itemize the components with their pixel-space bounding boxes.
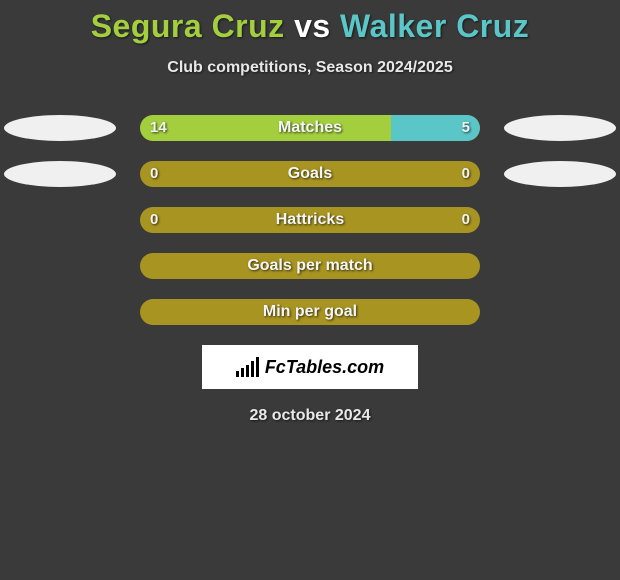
stat-row: Min per goal: [0, 299, 620, 325]
stat-bar-left: [140, 115, 391, 141]
player1-marker: [4, 161, 116, 187]
stat-value-left: 0: [150, 161, 158, 187]
logo-text: FcTables.com: [265, 357, 384, 378]
stat-bar-track: [140, 115, 480, 141]
stat-bar-track: [140, 253, 480, 279]
stat-bar-track: [140, 299, 480, 325]
source-logo: FcTables.com: [202, 345, 418, 389]
comparison-title: Segura Cruz vs Walker Cruz: [0, 0, 620, 45]
stat-row: Goals per match: [0, 253, 620, 279]
stat-value-right: 0: [462, 207, 470, 233]
subtitle: Club competitions, Season 2024/2025: [0, 59, 620, 77]
player2-marker: [504, 161, 616, 187]
stat-row: 00Hattricks: [0, 207, 620, 233]
stat-value-left: 14: [150, 115, 167, 141]
stat-value-left: 0: [150, 207, 158, 233]
vs-text: vs: [294, 8, 331, 44]
player2-name: Walker Cruz: [340, 8, 529, 44]
stat-value-right: 0: [462, 161, 470, 187]
stat-bar-track: [140, 207, 480, 233]
player1-marker: [4, 115, 116, 141]
logo-bars-icon: [236, 357, 259, 377]
stat-row: 00Goals: [0, 161, 620, 187]
stat-bar-track: [140, 161, 480, 187]
date-text: 28 october 2024: [0, 407, 620, 425]
stat-value-right: 5: [462, 115, 470, 141]
player2-marker: [504, 115, 616, 141]
stat-row: 145Matches: [0, 115, 620, 141]
player1-name: Segura Cruz: [91, 8, 285, 44]
stats-chart: 145Matches00Goals00HattricksGoals per ma…: [0, 115, 620, 325]
